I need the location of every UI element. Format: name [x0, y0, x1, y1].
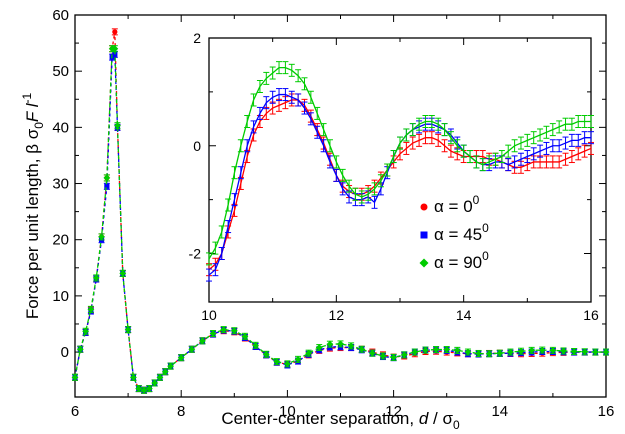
- inset-y-tick-label: -2: [189, 246, 202, 262]
- data-point: [347, 342, 355, 350]
- data-point: [581, 348, 589, 356]
- data-point: [337, 340, 344, 348]
- x-tick-label: 12: [385, 403, 402, 420]
- inset-x-tick-label: 12: [329, 307, 345, 323]
- data-point: [549, 346, 557, 354]
- data-point: [130, 373, 137, 381]
- legend-marker: [419, 258, 429, 268]
- data-point: [379, 352, 387, 360]
- data-point: [119, 270, 127, 277]
- data-point: [464, 348, 472, 356]
- data-point: [602, 348, 610, 356]
- y-tick-label: 0: [61, 344, 69, 361]
- y-axis-title: Force per unit length, β σ0F l-1: [20, 93, 46, 320]
- data-point: [151, 379, 159, 387]
- inset-x-tick-label: 10: [201, 307, 217, 323]
- data-point: [114, 122, 121, 130]
- data-point: [252, 341, 259, 349]
- data-point: [76, 345, 84, 353]
- data-point: [98, 233, 105, 241]
- data-point: [161, 368, 169, 376]
- data-point: [156, 373, 164, 381]
- data-point: [82, 327, 90, 335]
- data-point: [167, 362, 174, 370]
- legend: α = 00 α = 450 α = 900: [419, 193, 489, 272]
- inset-plot: 10 12 14 16 -2 0 2 α = 00 α = 450 α = 900: [189, 30, 599, 323]
- data-point: [496, 349, 504, 357]
- data-point: [273, 358, 281, 366]
- data-point: [104, 183, 110, 189]
- legend-label: α = 00: [434, 193, 480, 216]
- legend-label: α = 450: [434, 221, 489, 244]
- data-point: [443, 346, 451, 353]
- data-point: [87, 305, 95, 313]
- y-tick-label: 40: [52, 119, 69, 136]
- data-point: [209, 330, 217, 337]
- data-point: [199, 337, 206, 345]
- data-point: [262, 350, 270, 358]
- data-point: [305, 349, 313, 357]
- data-point: [538, 346, 546, 354]
- data-point: [103, 174, 111, 182]
- inset-y-tick-label: 2: [193, 30, 201, 46]
- data-point: [475, 350, 482, 357]
- data-point: [111, 45, 119, 53]
- data-point: [570, 348, 578, 355]
- y-tick-label: 50: [52, 63, 69, 80]
- data-point: [140, 386, 148, 394]
- data-point: [220, 326, 228, 333]
- data-point: [432, 346, 440, 353]
- data-point: [422, 346, 429, 354]
- legend-marker: [420, 231, 428, 239]
- y-tick-label: 60: [52, 7, 69, 24]
- data-point: [453, 346, 461, 354]
- data-point: [485, 350, 493, 358]
- inset-x-tick-label: 16: [583, 307, 599, 323]
- y-tick-label: 10: [52, 288, 69, 305]
- x-tick-label: 14: [491, 403, 508, 420]
- data-point: [241, 332, 249, 340]
- legend-marker: [420, 203, 428, 211]
- data-point: [230, 327, 238, 335]
- inset-y-tick-label: 0: [193, 138, 201, 154]
- data-point: [517, 347, 525, 355]
- data-point: [368, 349, 376, 357]
- data-point: [560, 347, 567, 355]
- data-point: [507, 348, 514, 356]
- data-point: [71, 373, 79, 381]
- data-point: [124, 326, 132, 333]
- data-point: [390, 353, 397, 361]
- data-point: [326, 340, 334, 348]
- data-point: [284, 360, 291, 368]
- data-point: [411, 348, 419, 356]
- x-tick-label: 6: [71, 403, 79, 420]
- data-point: [400, 351, 408, 359]
- data-point: [135, 385, 143, 392]
- data-point: [145, 385, 153, 392]
- inset-x-tick-label: 14: [456, 307, 472, 323]
- legend-label: α = 900: [434, 249, 489, 272]
- data-point: [528, 346, 536, 354]
- data-point: [112, 29, 118, 35]
- data-point: [188, 345, 196, 353]
- data-point: [358, 345, 366, 353]
- data-point: [591, 348, 599, 356]
- x-tick-label: 10: [279, 403, 296, 420]
- data-point: [177, 354, 185, 362]
- y-tick-label: 30: [52, 176, 69, 193]
- x-tick-label: 8: [177, 403, 185, 420]
- data-point: [294, 355, 302, 363]
- x-axis-title: Center-center separation, d / σ0: [221, 409, 460, 432]
- y-tick-label: 20: [52, 232, 69, 249]
- data-point: [92, 274, 100, 282]
- x-tick-label: 16: [598, 403, 615, 420]
- data-point: [315, 344, 323, 351]
